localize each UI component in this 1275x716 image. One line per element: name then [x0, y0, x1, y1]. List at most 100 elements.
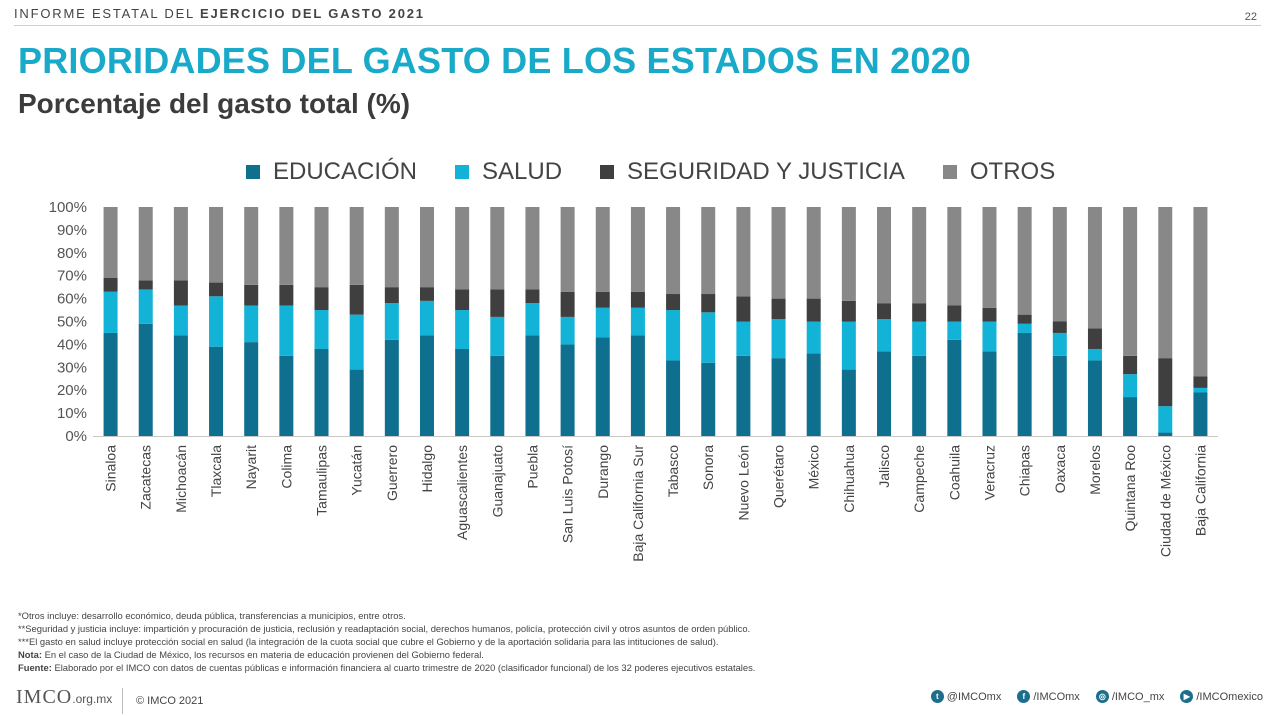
- x-tick-label: Oaxaca: [1052, 445, 1068, 493]
- social-youtube[interactable]: ▶/IMCOmexico: [1180, 690, 1263, 703]
- bar-segment-seguridad: [630, 291, 645, 308]
- bar-segment-otros: [419, 207, 434, 288]
- x-tick-label: Colima: [278, 445, 294, 489]
- bar-segment-educacion: [279, 355, 294, 436]
- bar-segment-salud: [173, 305, 188, 336]
- social-twitter[interactable]: t @IMCOmx: [930, 690, 1002, 703]
- social-instagram[interactable]: ◎/IMCO_mx: [1095, 690, 1165, 703]
- y-tick-label: 10%: [57, 405, 87, 422]
- page-subtitle: Porcentaje del gasto total (%): [18, 88, 411, 119]
- bar-segment-seguridad: [279, 284, 294, 306]
- bar-segment-educacion: [103, 332, 118, 436]
- bar-segment-salud: [525, 303, 540, 336]
- bar-segment-otros: [279, 207, 294, 285]
- bar-segment-seguridad: [209, 282, 224, 297]
- y-tick-label: 30%: [57, 359, 87, 376]
- bar-segment-salud: [138, 289, 153, 324]
- report-header-bold: EJERCICIO DEL GASTO 2021: [200, 6, 425, 21]
- x-tick-label: Jalisco: [876, 445, 892, 488]
- bar-segment-otros: [1017, 207, 1032, 315]
- x-tick-label: Tlaxcala: [208, 445, 224, 497]
- youtube-icon: ▶: [1180, 690, 1194, 703]
- x-tick-label: Sonora: [700, 445, 716, 490]
- bar-segment-otros: [1052, 207, 1067, 322]
- bar-segment-salud: [841, 321, 856, 370]
- social-handle: /IMCO_mx: [1111, 690, 1165, 703]
- social-handle: @IMCOmx: [946, 690, 1002, 703]
- bar-segment-educacion: [806, 353, 821, 436]
- bar-segment-salud: [1087, 348, 1102, 361]
- footnote-fuente: Fuente: Elaborado por el IMCO con datos …: [18, 662, 756, 673]
- bar-segment-seguridad: [947, 305, 962, 322]
- y-tick-label: 50%: [57, 314, 87, 331]
- bar-segment-seguridad: [912, 303, 927, 322]
- x-tick-label: Guerrero: [384, 445, 400, 501]
- bar-segment-seguridad: [877, 303, 892, 320]
- x-tick-label: Baja California Sur: [630, 445, 646, 562]
- bar-segment-otros: [666, 207, 681, 295]
- x-tick-label: México: [806, 445, 822, 490]
- bar-segment-educacion: [947, 339, 962, 436]
- footnote-nota: Nota: En el caso de la Ciudad de México,…: [18, 649, 484, 660]
- bar-segment-educacion: [1158, 432, 1173, 436]
- bar-segment-educacion: [349, 369, 364, 436]
- bar-segment-otros: [1193, 207, 1208, 377]
- x-tick-label: Hidalgo: [419, 445, 435, 493]
- legend-item-educacion: EDUCACIÓN: [246, 158, 417, 186]
- bar-segment-salud: [1017, 323, 1032, 333]
- bar-segment-otros: [314, 207, 329, 288]
- report-header-initial: I: [14, 6, 20, 21]
- bar-segment-seguridad: [490, 289, 505, 317]
- legend-swatch-educacion: [246, 165, 260, 179]
- bar-segment-otros: [982, 207, 997, 308]
- x-tick-label: Chihuahua: [841, 445, 857, 513]
- bar-segment-salud: [419, 300, 434, 336]
- x-tick-label: Michoacán: [173, 445, 189, 513]
- bar-segment-otros: [630, 207, 645, 292]
- bar-segment-educacion: [1123, 397, 1138, 436]
- x-tick-label: Tamaulipas: [314, 445, 330, 516]
- bar-segment-educacion: [384, 339, 399, 436]
- bar-segment-seguridad: [1087, 328, 1102, 349]
- x-tick-label: Ciudad de México: [1157, 445, 1173, 557]
- bar-segment-otros: [244, 207, 259, 285]
- x-tick-label: Coahuila: [946, 445, 962, 500]
- bar-segment-otros: [877, 207, 892, 304]
- bar-segment-educacion: [314, 348, 329, 436]
- bar-segment-educacion: [525, 335, 540, 436]
- bar-segment-seguridad: [1123, 355, 1138, 375]
- y-tick-label: 60%: [57, 291, 87, 308]
- x-tick-label: Guanajuato: [489, 445, 505, 518]
- x-tick-label: Nuevo León: [735, 445, 751, 521]
- social-handle: /IMCOmexico: [1196, 690, 1263, 703]
- logo-domain: .org.mx: [72, 692, 113, 706]
- bar-segment-salud: [279, 305, 294, 356]
- bar-segment-salud: [103, 291, 118, 333]
- bar-segment-salud: [455, 310, 470, 349]
- y-tick-label: 70%: [57, 268, 87, 285]
- social-facebook[interactable]: f/IMCOmx: [1017, 690, 1080, 703]
- imco-logo[interactable]: IMCO.org.mx: [16, 686, 112, 709]
- x-tick-label: Campeche: [911, 445, 927, 513]
- x-tick-label: Quintana Roo: [1122, 445, 1138, 532]
- bar-segment-otros: [1087, 207, 1102, 329]
- bar-segment-salud: [947, 321, 962, 340]
- bar-segment-otros: [736, 207, 751, 297]
- bar-segment-seguridad: [1193, 376, 1208, 388]
- bar-segment-otros: [912, 207, 927, 304]
- bar-segment-otros: [349, 207, 364, 285]
- bar-segment-seguridad: [736, 296, 751, 322]
- footnote-otros: *Otros incluye: desarrollo económico, de…: [18, 610, 406, 621]
- page-title: PRIORIDADES DEL GASTO DE LOS ESTADOS EN …: [18, 40, 972, 81]
- bar-segment-educacion: [244, 342, 259, 436]
- page-number: 22: [1244, 11, 1257, 23]
- bar-segment-seguridad: [244, 284, 259, 306]
- bar-segment-educacion: [138, 323, 153, 436]
- bar-segment-educacion: [841, 369, 856, 436]
- legend-item-salud: SALUD: [455, 158, 562, 186]
- bar-segment-educacion: [560, 344, 575, 436]
- bar-segment-otros: [947, 207, 962, 306]
- bar-segment-otros: [841, 207, 856, 301]
- bar-segment-salud: [595, 307, 610, 338]
- x-tick-label: Chiapas: [1017, 445, 1033, 496]
